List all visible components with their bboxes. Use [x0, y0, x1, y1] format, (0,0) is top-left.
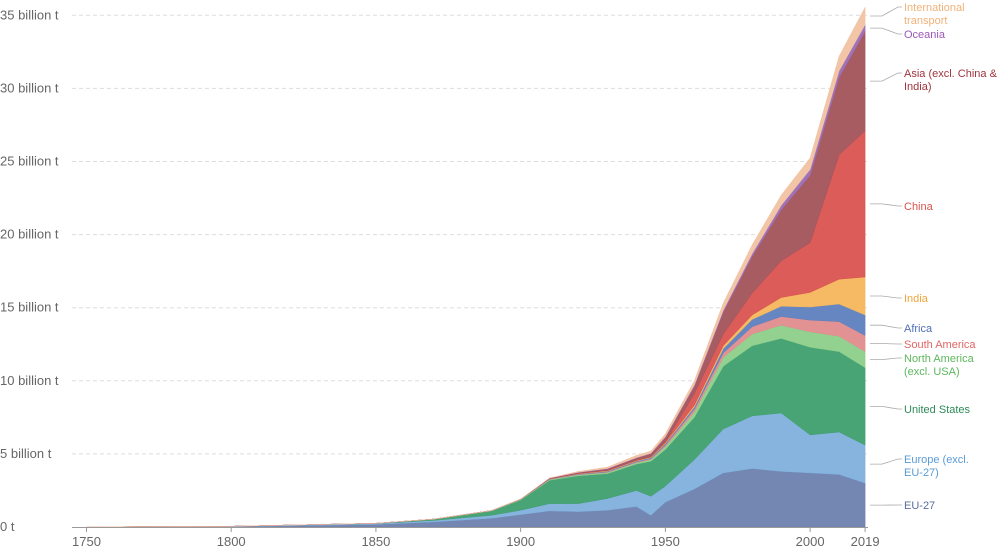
series-label: transport — [904, 15, 947, 27]
y-tick-label: 20 billion t — [0, 227, 59, 242]
label-leader-line — [870, 6, 902, 17]
series-label: EU-27) — [904, 467, 939, 479]
label-leader-line — [870, 324, 902, 329]
label-leader-line — [870, 343, 902, 345]
y-tick-label: 0 t — [0, 519, 15, 534]
stacked-areas — [86, 7, 866, 528]
y-tick-label: 25 billion t — [0, 154, 59, 169]
x-tick-label: 2019 — [851, 534, 880, 549]
series-label: China — [904, 201, 934, 213]
y-tick-label: 10 billion t — [0, 373, 59, 388]
x-tick-label: 1850 — [361, 534, 390, 549]
series-label: EU-27 — [904, 500, 935, 512]
series-label: Europe (excl. — [904, 454, 969, 466]
label-leader-line — [870, 27, 902, 35]
series-label: North America — [904, 353, 975, 365]
series-label: Oceania — [904, 29, 946, 41]
series-label: International — [904, 2, 965, 14]
label-leader-line — [870, 357, 902, 360]
label-leader-line — [870, 295, 902, 299]
series-label: Africa — [904, 323, 933, 335]
x-tick-label: 1950 — [651, 534, 680, 549]
x-tick-label: 1900 — [506, 534, 535, 549]
label-leader-line — [870, 458, 902, 465]
y-tick-label: 35 billion t — [0, 7, 59, 22]
series-label: (excl. USA) — [904, 366, 960, 378]
series-label: Asia (excl. China & — [904, 68, 998, 80]
series-label: India) — [904, 81, 932, 93]
y-tick-label: 30 billion t — [0, 80, 59, 95]
x-tick-label: 1750 — [72, 534, 101, 549]
series-label: South America — [904, 339, 976, 351]
x-tick-label: 1800 — [217, 534, 246, 549]
y-tick-label: 5 billion t — [0, 446, 52, 461]
series-label: India — [904, 293, 929, 305]
x-tick-label: 2000 — [796, 534, 825, 549]
label-leader-line — [870, 203, 902, 207]
series-label: United States — [904, 404, 971, 416]
axes: 0 t 5 billion t 10 billion t 15 billion t 20… — [0, 7, 880, 549]
label-leader-line — [870, 72, 902, 82]
y-tick-label: 15 billion t — [0, 300, 59, 315]
label-leader-line — [870, 406, 902, 410]
area-series[interactable] — [86, 7, 866, 528]
